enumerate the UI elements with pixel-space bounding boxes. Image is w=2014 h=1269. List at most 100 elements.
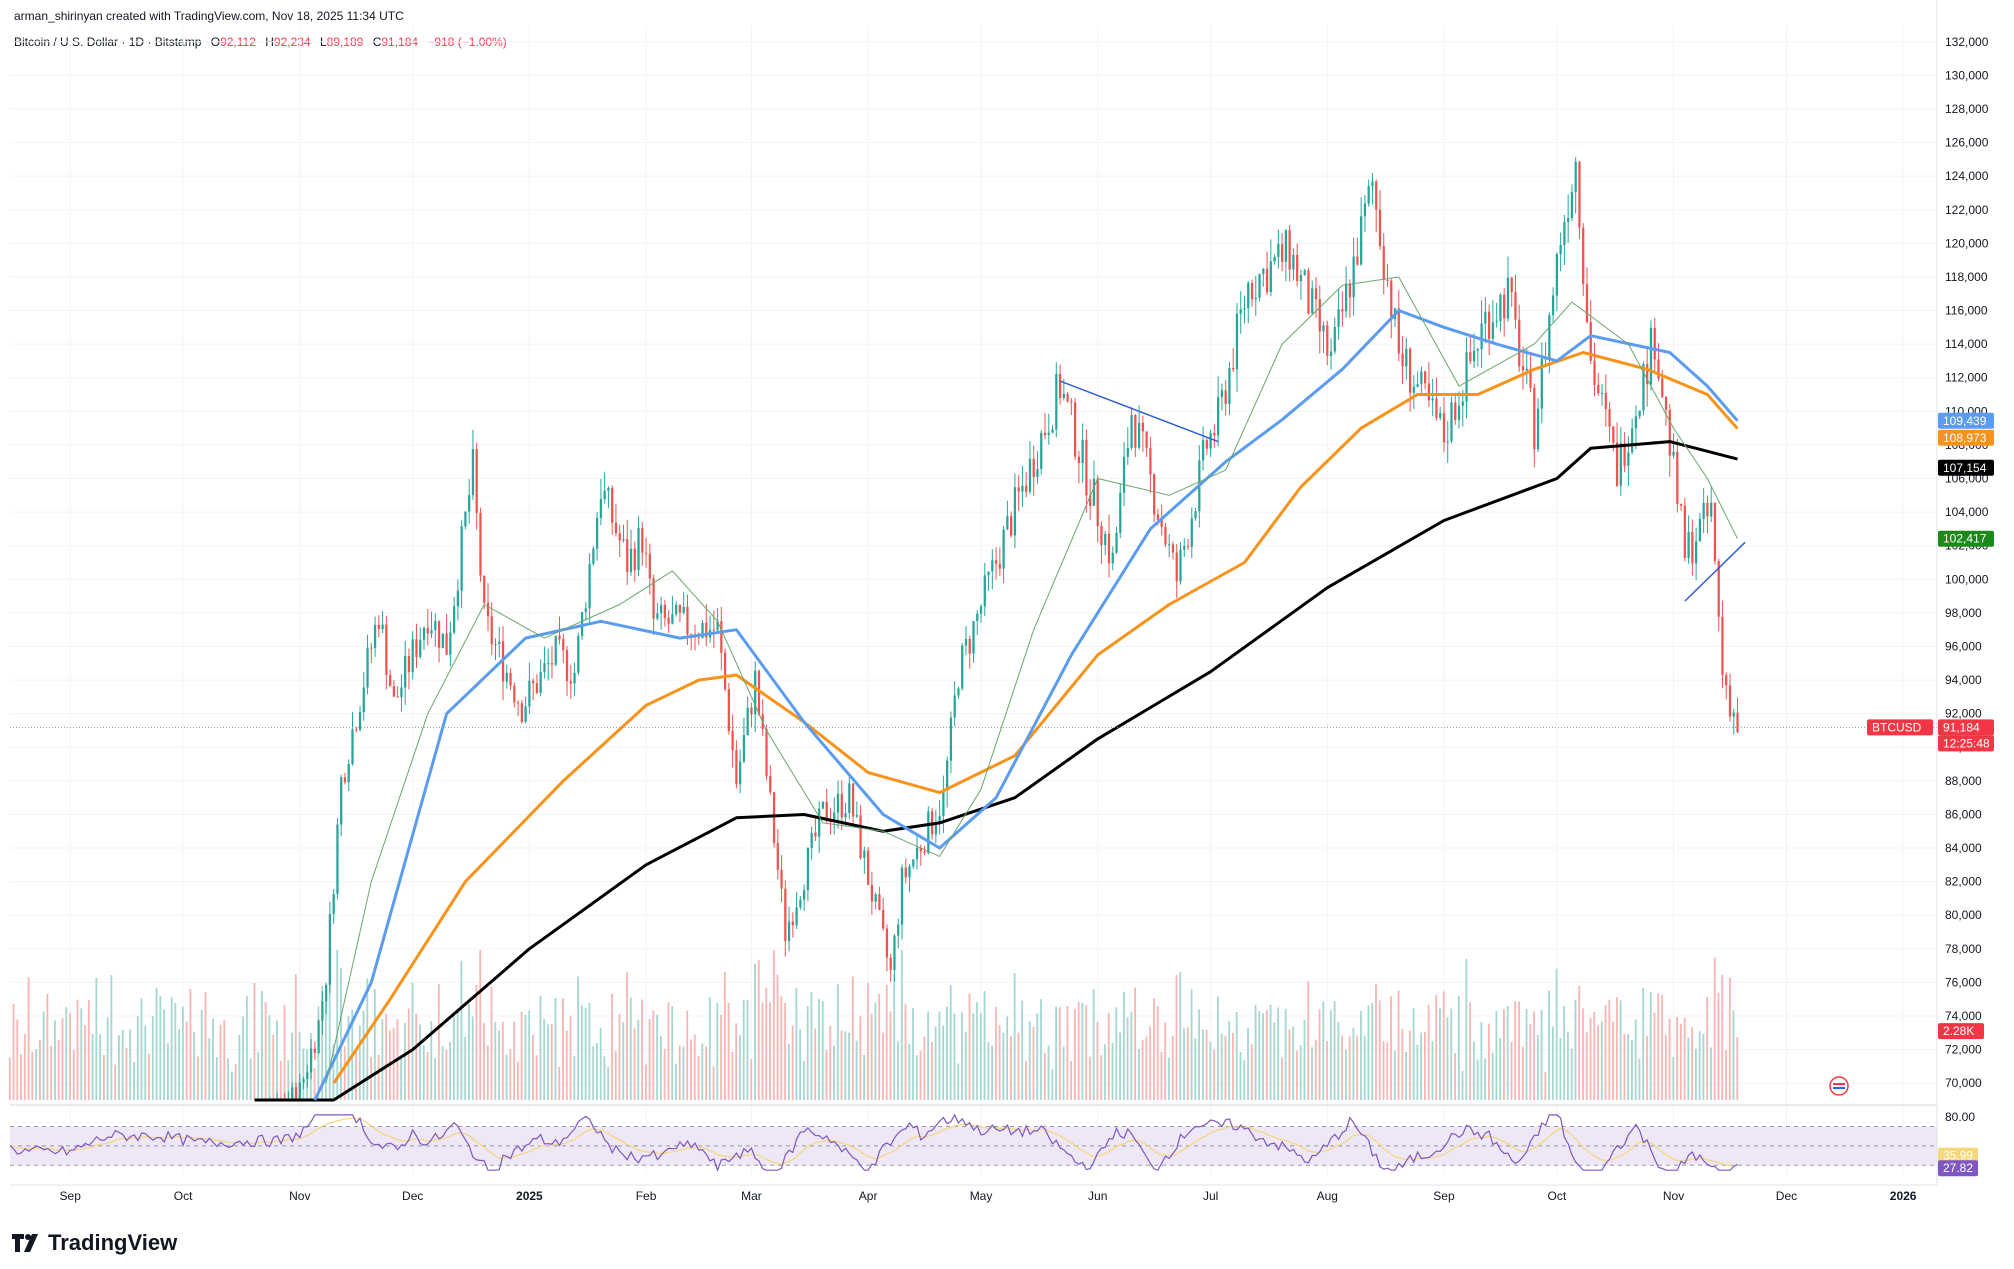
- trendline[interactable]: [1059, 380, 1219, 443]
- candle-body[interactable]: [949, 717, 953, 761]
- candle-body[interactable]: [1284, 230, 1288, 262]
- candle-body[interactable]: [979, 606, 983, 614]
- candle-body[interactable]: [836, 793, 840, 813]
- candle-body[interactable]: [1706, 502, 1709, 517]
- candle-body[interactable]: [648, 553, 651, 579]
- candle-body[interactable]: [1164, 526, 1167, 545]
- candle-body[interactable]: [652, 578, 655, 619]
- candle-body[interactable]: [1111, 552, 1114, 564]
- candle-body[interactable]: [829, 821, 832, 823]
- candle-body[interactable]: [599, 498, 603, 518]
- candle-body[interactable]: [1017, 487, 1020, 492]
- candle-body[interactable]: [596, 517, 599, 549]
- candle-body[interactable]: [411, 639, 414, 673]
- candle-body[interactable]: [1487, 311, 1491, 340]
- candle-body[interactable]: [452, 606, 456, 633]
- candle-body[interactable]: [1574, 161, 1577, 193]
- candle-body[interactable]: [1408, 348, 1412, 393]
- candle-body[interactable]: [475, 449, 478, 513]
- candle-body[interactable]: [987, 571, 990, 576]
- candle-body[interactable]: [882, 909, 885, 929]
- candle-body[interactable]: [923, 851, 926, 853]
- candle-body[interactable]: [1555, 254, 1558, 296]
- candle-body[interactable]: [426, 628, 429, 634]
- candle-body[interactable]: [1427, 383, 1431, 401]
- candle-body[interactable]: [298, 1082, 301, 1100]
- candle-body[interactable]: [1431, 398, 1434, 401]
- candle-body[interactable]: [343, 777, 347, 783]
- candle-body[interactable]: [656, 613, 659, 619]
- candle-body[interactable]: [1171, 544, 1175, 553]
- candle-body[interactable]: [697, 637, 700, 639]
- candle-body[interactable]: [810, 832, 813, 848]
- candle-body[interactable]: [663, 604, 667, 618]
- candle-body[interactable]: [991, 560, 994, 572]
- candle-body[interactable]: [1341, 309, 1344, 312]
- candle-body[interactable]: [972, 621, 975, 654]
- candle-body[interactable]: [1311, 288, 1314, 314]
- candle-body[interactable]: [1694, 541, 1698, 564]
- candle-body[interactable]: [1156, 514, 1160, 520]
- candle-body[interactable]: [321, 1001, 324, 1021]
- candle-body[interactable]: [1442, 413, 1446, 443]
- candle-body[interactable]: [622, 539, 625, 541]
- candle-body[interactable]: [483, 575, 486, 603]
- candle-body[interactable]: [1077, 456, 1081, 464]
- candle-body[interactable]: [1525, 368, 1528, 371]
- candle-body[interactable]: [614, 522, 618, 534]
- candle-body[interactable]: [1201, 440, 1205, 461]
- candle-body[interactable]: [1717, 561, 1720, 617]
- candle-body[interactable]: [874, 894, 877, 902]
- candle-body[interactable]: [336, 824, 339, 895]
- candle-body[interactable]: [957, 688, 960, 696]
- candle-body[interactable]: [754, 670, 757, 715]
- candle-body[interactable]: [1149, 447, 1152, 475]
- candle-body[interactable]: [1070, 401, 1073, 403]
- candle-body[interactable]: [769, 776, 772, 793]
- candle-body[interactable]: [355, 729, 358, 731]
- candle-body[interactable]: [1058, 373, 1062, 399]
- trendline[interactable]: [1684, 541, 1746, 602]
- candle-body[interactable]: [953, 695, 956, 718]
- candle-body[interactable]: [1567, 218, 1570, 222]
- candle-body[interactable]: [1043, 432, 1047, 436]
- candle-body[interactable]: [1186, 546, 1190, 548]
- candle-body[interactable]: [1217, 397, 1220, 436]
- candle-body[interactable]: [818, 808, 821, 837]
- candle-body[interactable]: [626, 539, 629, 573]
- candle-body[interactable]: [1518, 319, 1521, 367]
- candle-body[interactable]: [1273, 256, 1276, 262]
- candle-body[interactable]: [407, 656, 411, 673]
- candle-body[interactable]: [1540, 358, 1543, 409]
- candle-body[interactable]: [1589, 322, 1592, 361]
- candle-body[interactable]: [592, 548, 595, 564]
- candle-body[interactable]: [998, 563, 1001, 569]
- candle-body[interactable]: [1119, 492, 1122, 533]
- candle-body[interactable]: [1435, 398, 1438, 418]
- candle-body[interactable]: [1627, 452, 1630, 466]
- candle-body[interactable]: [942, 790, 945, 817]
- candle-body[interactable]: [1454, 402, 1457, 420]
- candle-body[interactable]: [968, 638, 971, 654]
- candle-body[interactable]: [539, 671, 542, 693]
- candle-body[interactable]: [716, 621, 719, 631]
- candle-body[interactable]: [1356, 256, 1359, 265]
- candle-body[interactable]: [727, 689, 730, 732]
- candle-body[interactable]: [471, 449, 475, 496]
- candle-body[interactable]: [366, 647, 369, 688]
- candle-body[interactable]: [1160, 519, 1163, 527]
- candle-body[interactable]: [513, 685, 516, 703]
- candle-body[interactable]: [1476, 349, 1479, 351]
- candle-body[interactable]: [588, 563, 591, 609]
- candle-body[interactable]: [618, 533, 621, 541]
- candle-body[interactable]: [1089, 495, 1092, 506]
- candle-body[interactable]: [1367, 186, 1370, 204]
- candle-body[interactable]: [340, 777, 343, 825]
- candle-body[interactable]: [569, 681, 572, 684]
- candle-body[interactable]: [1725, 675, 1728, 686]
- candle-body[interactable]: [1548, 315, 1551, 360]
- candle-body[interactable]: [961, 645, 964, 689]
- candle-body[interactable]: [1021, 485, 1024, 492]
- candle-body[interactable]: [306, 1072, 309, 1080]
